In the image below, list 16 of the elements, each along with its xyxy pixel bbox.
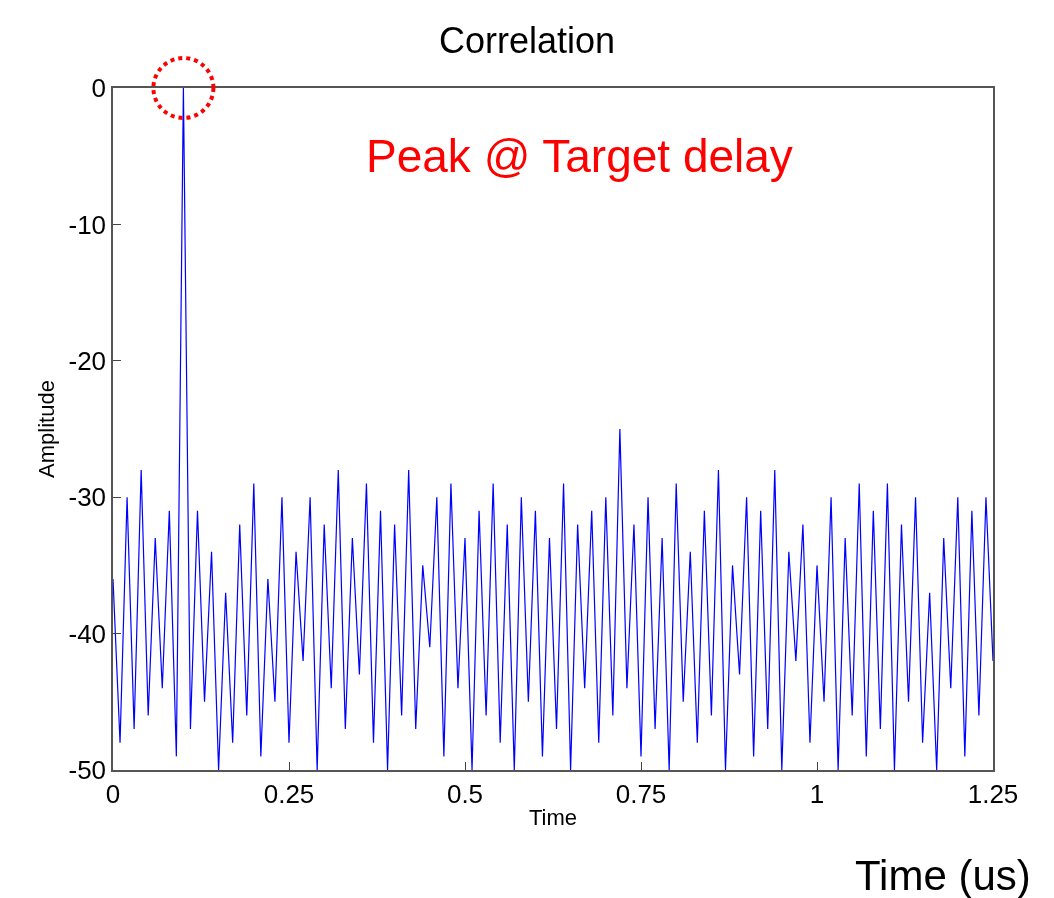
x-tick-label: 0.75: [615, 778, 667, 809]
x-axis-title: Time: [528, 805, 578, 831]
y-tick-label: -10: [68, 209, 107, 240]
x-tick-label: 1.25: [967, 778, 1019, 809]
y-tick-label: -20: [68, 345, 107, 376]
chart-title: Correlation: [438, 20, 616, 62]
x-tick-label: 0.25: [263, 778, 315, 809]
y-tick-label: -50: [68, 755, 107, 786]
y-tick-label: -40: [68, 618, 107, 649]
y-tick-label: -30: [68, 482, 107, 513]
x-tick-label: 0.5: [446, 778, 484, 809]
x-tick-label: 1: [809, 778, 825, 809]
y-axis-title: Amplitude: [33, 380, 59, 478]
y-tick-label: 0: [91, 73, 107, 104]
annotation: Peak @ Target delay: [366, 130, 793, 182]
line-series: [113, 88, 993, 770]
